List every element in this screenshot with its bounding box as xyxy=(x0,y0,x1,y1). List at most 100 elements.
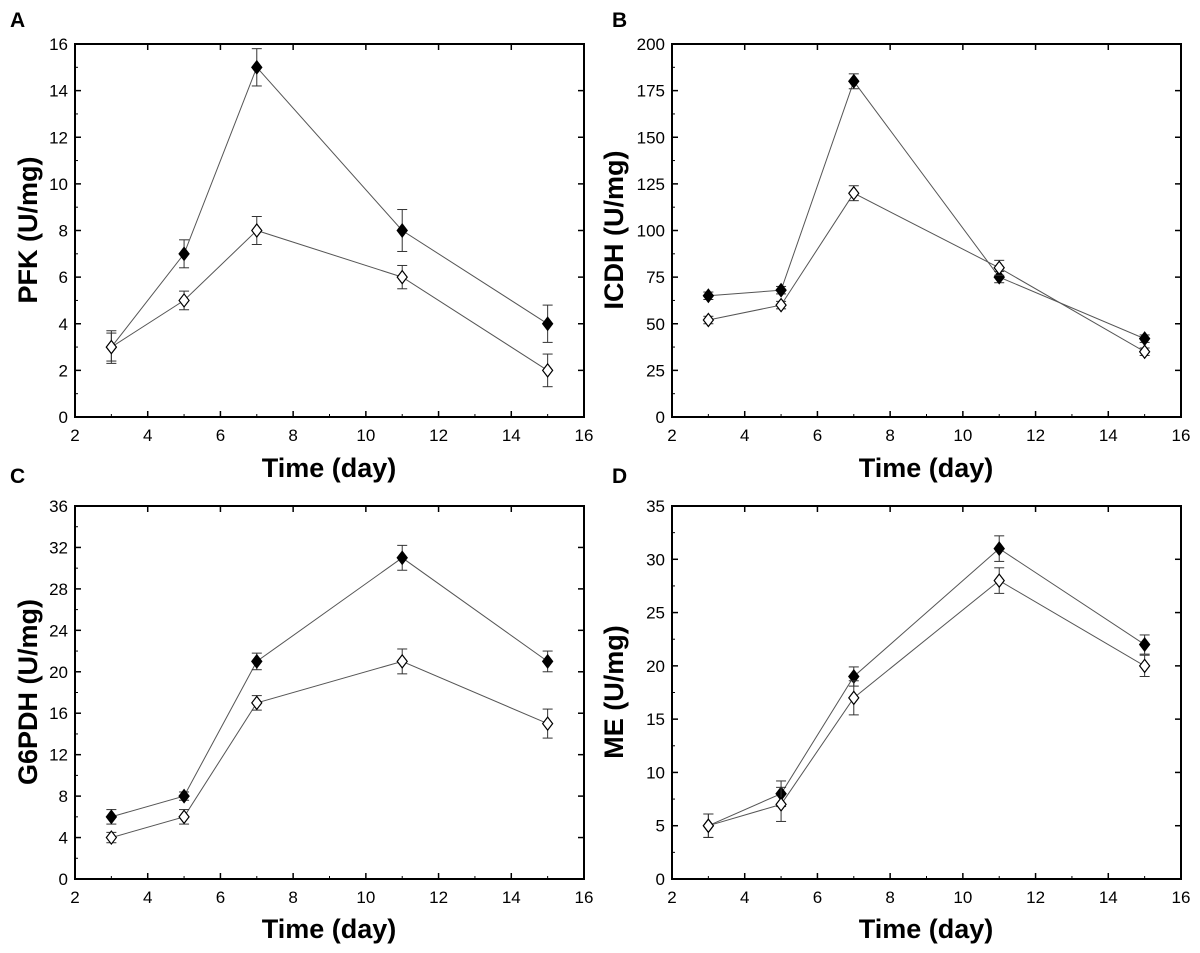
y-tick-label: 75 xyxy=(646,268,665,287)
y-tick-label: 4 xyxy=(59,829,68,848)
data-point-filled xyxy=(396,223,408,238)
x-tick-label: 10 xyxy=(356,426,375,445)
y-tick-label: 20 xyxy=(49,663,68,682)
data-point-open xyxy=(396,653,408,669)
data-point-filled xyxy=(1138,331,1151,347)
series-line xyxy=(708,547,1145,827)
y-tick-label: 8 xyxy=(59,787,68,806)
data-point-open xyxy=(541,716,554,732)
x-tick-label: 10 xyxy=(953,888,972,907)
x-tick-label: 12 xyxy=(1026,888,1045,907)
x-tick-label: 16 xyxy=(1172,426,1191,445)
y-tick-label: 25 xyxy=(646,604,665,623)
data-point-filled xyxy=(178,788,190,804)
y-tick-label: 16 xyxy=(49,35,68,54)
data-point-open xyxy=(702,312,715,328)
y-tick-label: 15 xyxy=(646,710,665,729)
data-point-open xyxy=(178,809,190,825)
data-point-open xyxy=(775,796,787,812)
data-point-filled xyxy=(541,653,554,669)
x-axis-title: Time (day) xyxy=(262,453,397,483)
y-tick-label: 175 xyxy=(637,82,665,101)
data-point-filled xyxy=(251,59,263,75)
panel-letter: A xyxy=(10,9,25,32)
y-tick-label: 30 xyxy=(646,550,665,569)
data-point-filled xyxy=(993,541,1005,557)
x-tick-label: 16 xyxy=(1172,888,1191,907)
y-tick-label: 0 xyxy=(656,870,665,889)
x-tick-label: 16 xyxy=(575,888,594,907)
y-tick-label: 50 xyxy=(646,315,665,334)
data-point-open xyxy=(178,292,190,308)
y-tick-label: 150 xyxy=(637,128,665,147)
data-point-open xyxy=(105,830,118,846)
x-tick-label: 6 xyxy=(813,888,822,907)
y-tick-label: 0 xyxy=(656,408,665,427)
data-point-filled xyxy=(848,73,860,89)
y-tick-label: 10 xyxy=(646,763,665,782)
x-tick-label: 2 xyxy=(70,888,79,907)
x-tick-label: 8 xyxy=(885,426,894,445)
x-tick-label: 14 xyxy=(1099,426,1118,445)
x-tick-label: 8 xyxy=(885,888,894,907)
y-tick-label: 0 xyxy=(59,870,68,889)
x-axis-title: Time (day) xyxy=(859,453,994,483)
data-point-filled xyxy=(178,246,190,262)
x-tick-label: 6 xyxy=(813,426,822,445)
x-tick-label: 4 xyxy=(740,888,749,907)
y-tick-label: 5 xyxy=(656,817,665,836)
panel-letter: B xyxy=(612,9,627,32)
series-line xyxy=(111,229,548,371)
series-line xyxy=(111,660,548,839)
y-axis-title: PFK (U/mg) xyxy=(13,157,43,304)
panel-letter: D xyxy=(612,465,627,488)
data-point-filled xyxy=(1138,637,1151,653)
y-tick-label: 12 xyxy=(49,128,68,147)
y-axis-title: G6PDH (U/mg) xyxy=(13,599,43,785)
y-tick-label: 10 xyxy=(49,175,68,194)
x-tick-label: 8 xyxy=(288,888,297,907)
x-tick-label: 8 xyxy=(288,426,297,445)
x-tick-label: 6 xyxy=(216,888,225,907)
plot-frame xyxy=(671,505,1182,880)
series-line xyxy=(708,579,1145,827)
y-tick-label: 32 xyxy=(49,538,68,557)
y-tick-label: 25 xyxy=(646,361,665,380)
panel-a: A Time (day) PFK (U/mg) 2 4 6 8 10 12 14 160246… xyxy=(10,9,593,483)
data-point-open xyxy=(1138,344,1151,360)
x-tick-label: 14 xyxy=(502,888,521,907)
x-axis-title: Time (day) xyxy=(859,914,994,944)
series-line xyxy=(708,80,1145,340)
panel-letter: C xyxy=(10,465,25,488)
x-tick-label: 4 xyxy=(143,888,152,907)
y-tick-label: 2 xyxy=(59,361,68,380)
x-tick-label: 14 xyxy=(502,426,521,445)
y-tick-label: 12 xyxy=(49,746,68,765)
y-tick-label: 36 xyxy=(49,497,68,516)
data-point-open xyxy=(541,362,554,378)
x-tick-label: 4 xyxy=(740,426,749,445)
y-axis-title: ME (U/mg) xyxy=(599,625,629,758)
plot-frame xyxy=(74,43,585,418)
data-point-filled xyxy=(541,316,554,332)
x-tick-label: 4 xyxy=(143,426,152,445)
x-tick-label: 12 xyxy=(429,888,448,907)
y-tick-label: 24 xyxy=(49,621,68,640)
data-point-open xyxy=(848,185,860,201)
data-point-open xyxy=(702,818,715,834)
x-tick-label: 14 xyxy=(1099,888,1118,907)
y-tick-label: 16 xyxy=(49,704,68,723)
data-point-filled xyxy=(702,288,715,304)
y-tick-label: 28 xyxy=(49,580,68,599)
data-point-open xyxy=(396,269,408,285)
y-tick-label: 0 xyxy=(59,408,68,427)
data-point-open xyxy=(848,690,860,706)
x-tick-label: 6 xyxy=(216,426,225,445)
data-point-filled xyxy=(105,809,118,825)
y-axis-title: ICDH (U/mg) xyxy=(599,151,629,310)
y-tick-label: 20 xyxy=(646,657,665,676)
data-point-filled xyxy=(396,550,408,566)
x-tick-label: 10 xyxy=(356,888,375,907)
x-tick-label: 10 xyxy=(953,426,972,445)
